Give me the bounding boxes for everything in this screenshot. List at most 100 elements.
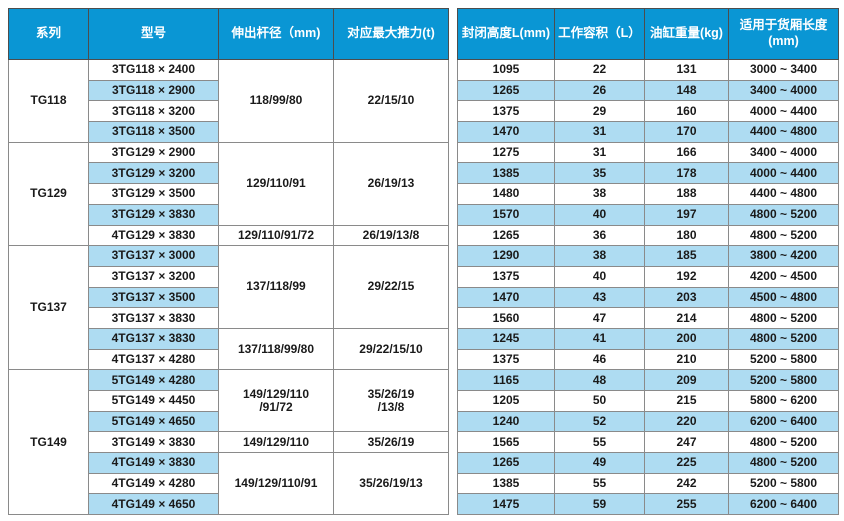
cell-model: 4TG137 × 4280 <box>88 348 219 371</box>
cell-cylinder-weight: 188 <box>644 183 729 205</box>
cell-cargo-length: 5200 ~ 5800 <box>728 472 839 495</box>
cell-model: 3TG129 × 3500 <box>88 183 219 205</box>
cell-model: 3TG129 × 3830 <box>88 203 219 226</box>
cell-cargo-length: 4800 ~ 5200 <box>728 327 839 350</box>
cell-working-volume: 38 <box>554 183 645 205</box>
cell-closed-height: 1565 <box>457 431 555 454</box>
table-row: 1470 31 170 4400 ~ 4800 <box>457 121 839 143</box>
table-row: 3TG129 × 3830 <box>9 203 449 226</box>
cell-working-volume: 59 <box>554 493 645 516</box>
cell-closed-height: 1245 <box>457 327 555 350</box>
cell-cargo-length: 6200 ~ 6400 <box>728 493 839 516</box>
cell-cylinder-weight: 170 <box>644 121 729 143</box>
cell-cargo-length: 4800 ~ 5200 <box>728 431 839 454</box>
cell-closed-height: 1385 <box>457 162 555 185</box>
cell-working-volume: 48 <box>554 369 645 391</box>
cell-cargo-length: 5200 ~ 5800 <box>728 348 839 371</box>
cell-cargo-length: 4500 ~ 4800 <box>728 286 839 309</box>
cell-model: 3TG129 × 3200 <box>88 162 219 185</box>
col-header-cylinder-weight: 油缸重量(kg) <box>644 8 729 60</box>
cell-max-thrust: 35/26/19 /13/8 <box>333 369 449 433</box>
col-header-series: 系列 <box>8 8 89 60</box>
table-row: 1290 38 185 3800 ~ 4200 <box>457 245 839 267</box>
cell-cargo-length: 4800 ~ 5200 <box>728 224 839 247</box>
cell-max-thrust: 35/26/19 <box>333 431 449 454</box>
cell-rod-diameter: 137/118/99/80 <box>218 327 334 371</box>
cell-closed-height: 1095 <box>457 59 555 81</box>
cell-series: TG118 <box>8 59 89 143</box>
table-row: 1265 26 148 3400 ~ 4000 <box>457 79 839 102</box>
cell-series: TG149 <box>8 369 89 516</box>
cell-cylinder-weight: 131 <box>644 59 729 81</box>
cell-closed-height: 1375 <box>457 100 555 123</box>
cell-model: 4TG149 × 3830 <box>88 452 219 474</box>
table-row: 1560 47 214 4800 ~ 5200 <box>457 307 839 329</box>
spec-tables-wrapper: 系列 型号 伸出杆径（mm) 对应最大推力(t) TG118 3TG118 × … <box>8 8 839 516</box>
cell-model: 3TG118 × 2900 <box>88 79 219 102</box>
table-row: 5TG149 × 4650 <box>9 410 449 433</box>
cell-closed-height: 1205 <box>457 390 555 412</box>
cell-working-volume: 50 <box>554 390 645 412</box>
cell-rod-diameter: 129/110/91/72 <box>218 224 334 247</box>
cell-cylinder-weight: 255 <box>644 493 729 516</box>
cell-cylinder-weight: 209 <box>644 369 729 391</box>
table-row: 1245 41 200 4800 ~ 5200 <box>457 327 839 350</box>
cell-model: 3TG118 × 3500 <box>88 121 219 143</box>
cell-model: 3TG149 × 3830 <box>88 431 219 454</box>
right-table-body: 1095 22 131 3000 ~ 3400 1265 26 148 3400 ~ 4000… <box>457 59 839 516</box>
cell-closed-height: 1265 <box>457 452 555 474</box>
cell-cylinder-weight: 178 <box>644 162 729 185</box>
cell-cargo-length: 5800 ~ 6200 <box>728 390 839 412</box>
cell-working-volume: 29 <box>554 100 645 123</box>
cell-rod-diameter: 149/129/110 <box>218 431 334 454</box>
cell-working-volume: 36 <box>554 224 645 247</box>
table-row: 3TG137 × 3500 <box>9 286 449 309</box>
table-row: TG129 3TG129 × 2900 129/110/91 26/19/13 <box>8 141 449 247</box>
cell-closed-height: 1240 <box>457 410 555 433</box>
cell-model: 3TG137 × 3830 <box>88 307 219 329</box>
table-row: 1570 40 197 4800 ~ 5200 <box>457 203 839 226</box>
table-row: 1275 31 166 3400 ~ 4000 <box>457 141 839 164</box>
spec-table-right: 封闭高度L(mm) 工作容积（L） 油缸重量(kg) 适用于货厢长度 (mm) … <box>457 8 839 516</box>
cell-working-volume: 46 <box>554 348 645 371</box>
cell-cargo-length: 4400 ~ 4800 <box>728 121 839 143</box>
cell-closed-height: 1375 <box>457 348 555 371</box>
table-row: 1375 40 192 4200 ~ 4500 <box>457 265 839 288</box>
table-row: 3TG118 × 3500 <box>9 121 449 143</box>
table-row: 1480 38 188 4400 ~ 4800 <box>457 183 839 205</box>
cell-closed-height: 1570 <box>457 203 555 226</box>
table-row: 4TG149 × 4280 <box>9 472 449 495</box>
cell-cylinder-weight: 166 <box>644 141 729 164</box>
cell-max-thrust: 35/26/19/13 <box>333 452 449 516</box>
cell-model: 3TG118 × 2400 <box>88 59 219 81</box>
table-row: 3TG118 × 2900 <box>9 79 449 102</box>
cell-max-thrust: 26/19/13/8 <box>333 224 449 247</box>
table-row: 1565 55 247 4800 ~ 5200 <box>457 431 839 454</box>
cell-cargo-length: 4800 ~ 5200 <box>728 203 839 226</box>
cell-working-volume: 31 <box>554 141 645 164</box>
cell-model: 4TG137 × 3830 <box>88 327 219 350</box>
cell-rod-diameter: 149/129/110/91 <box>218 452 334 516</box>
cell-cargo-length: 5200 ~ 5800 <box>728 369 839 391</box>
cell-working-volume: 55 <box>554 431 645 454</box>
cell-cylinder-weight: 247 <box>644 431 729 454</box>
cell-rod-diameter: 137/118/99 <box>218 245 334 329</box>
table-row: 1475 59 255 6200 ~ 6400 <box>457 493 839 516</box>
table-row: TG137 3TG137 × 3000 137/118/99 29/22/15 <box>8 245 449 371</box>
cell-cargo-length: 4800 ~ 5200 <box>728 307 839 329</box>
table-row: 1165 48 209 5200 ~ 5800 <box>457 369 839 391</box>
cell-model: 5TG149 × 4280 <box>88 369 219 391</box>
cell-closed-height: 1470 <box>457 121 555 143</box>
cell-closed-height: 1480 <box>457 183 555 205</box>
cell-working-volume: 47 <box>554 307 645 329</box>
cell-closed-height: 1265 <box>457 79 555 102</box>
cell-cylinder-weight: 160 <box>644 100 729 123</box>
table-row: TG149 5TG149 × 4280 149/129/110 /91/72 3… <box>8 369 449 516</box>
cell-closed-height: 1165 <box>457 369 555 391</box>
cell-working-volume: 31 <box>554 121 645 143</box>
cell-series: TG137 <box>8 245 89 371</box>
cell-working-volume: 55 <box>554 472 645 495</box>
cell-max-thrust: 22/15/10 <box>333 59 449 143</box>
table-row: 1470 43 203 4500 ~ 4800 <box>457 286 839 309</box>
